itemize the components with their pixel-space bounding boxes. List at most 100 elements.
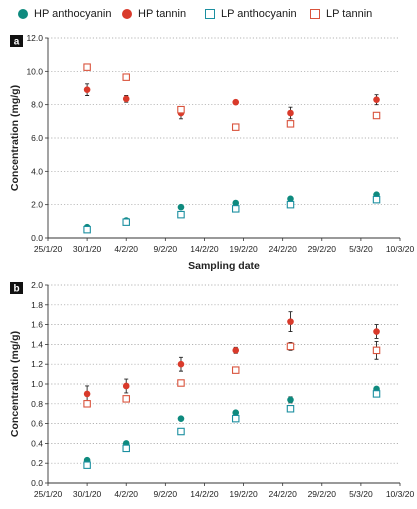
pa-point-lp-anthocyanin	[122, 218, 130, 226]
pb-point-hp-tannin	[232, 347, 240, 354]
pa-xtick-label: 24/2/20	[268, 244, 297, 254]
pa-ytick-label: 12.0	[26, 33, 43, 43]
legend-item-lp-tannin: LP tannin	[310, 8, 372, 20]
pa-y-axis-label: Concentration (mg/g)	[9, 85, 21, 191]
pb-xtick-label: 24/2/20	[268, 489, 297, 499]
pb-xtick-label: 10/3/20	[386, 489, 415, 499]
legend-item-hp-anthocyanin: HP anthocyanin	[18, 8, 111, 20]
pa-ytick-label: 2.0	[31, 200, 43, 210]
pa-point-lp-anthocyanin	[286, 200, 295, 209]
pb-xtick-label: 4/2/20	[114, 489, 138, 499]
pb-xtick-label: 5/3/20	[349, 489, 373, 499]
panel-label-a: a	[14, 37, 20, 48]
pb-xtick-label: 19/2/20	[229, 489, 258, 499]
pa-point-hp-tannin	[122, 95, 130, 103]
pb-point-lp-tannin	[372, 346, 381, 355]
pb-point-hp-tannin	[83, 390, 91, 398]
pa-point-lp-tannin	[122, 73, 130, 81]
pa-point-lp-anthocyanin	[372, 195, 381, 204]
legend: HP anthocyanin HP tannin LP anthocyanin …	[0, 0, 417, 30]
legend-marker-lp-anthocyanin	[205, 9, 215, 19]
pa-point-hp-tannin	[232, 98, 240, 106]
pb-y-axis-label: Concentration (mg/g)	[9, 331, 21, 437]
panel-label-b: b	[13, 284, 19, 295]
pa-point-hp-tannin	[287, 109, 294, 117]
pb-xtick-label: 30/1/20	[73, 489, 102, 499]
pa-x-axis-label: Sampling date	[188, 260, 260, 272]
panel-label-box-a	[10, 35, 23, 47]
pa-ytick-label: 0.0	[31, 233, 43, 243]
pb-point-lp-anthocyanin	[231, 414, 240, 423]
legend-label-lp-tannin: LP tannin	[326, 8, 373, 20]
pa-point-lp-anthocyanin	[83, 225, 91, 234]
panel-label-box-b	[10, 282, 23, 294]
pb-ytick-label: 0.6	[31, 419, 43, 429]
legend-marker-hp-anthocyanin	[18, 9, 28, 19]
pb-ytick-label: 2.0	[31, 280, 43, 290]
pa-xtick-label: 9/2/20	[154, 244, 178, 254]
chart-panel-b: b 0.0 0.2 0.4 0.6 0.8 1.0 1.2 1.4 1.6 1.8 2.0 25/1/2…	[9, 280, 415, 499]
pa-point-lp-tannin	[177, 105, 185, 114]
pa-point-lp-tannin	[372, 111, 381, 120]
pb-point-hp-anthocyanin	[232, 409, 240, 417]
pa-point-hp-anthocyanin	[177, 203, 185, 211]
pa-point-lp-anthocyanin	[231, 205, 240, 213]
pa-xtick-label: 14/2/20	[190, 244, 219, 254]
pa-point-lp-tannin	[231, 123, 240, 131]
legend-marker-lp-tannin	[310, 9, 320, 19]
pb-point-hp-anthocyanin	[287, 396, 294, 404]
pa-ytick-label: 10.0	[26, 66, 43, 76]
pb-point-lp-tannin	[286, 342, 295, 351]
pa-xtick-label: 19/2/20	[229, 244, 258, 254]
pb-xtick-label: 14/2/20	[190, 489, 219, 499]
pb-xtick-label: 29/2/20	[308, 489, 337, 499]
pb-point-lp-tannin	[83, 400, 91, 408]
pb-ytick-label: 1.8	[31, 300, 43, 310]
pa-point-hp-tannin	[83, 86, 91, 93]
pb-ytick-label: 1.6	[31, 320, 43, 330]
pa-ytick-label: 6.0	[31, 133, 43, 143]
pa-point-hp-anthocyanin	[287, 195, 294, 203]
pa-xtick-label: 4/2/20	[114, 244, 138, 254]
pb-point-hp-tannin	[373, 328, 380, 335]
pa-xtick-label: 30/1/20	[73, 244, 102, 254]
pb-ytick-label: 0.8	[31, 399, 43, 409]
pb-xtick-label: 25/1/20	[34, 489, 63, 499]
pb-point-hp-anthocyanin	[177, 415, 185, 422]
pa-point-hp-tannin	[373, 96, 380, 103]
pa-point-lp-tannin	[286, 120, 295, 128]
legend-label-hp-tannin: HP tannin	[138, 8, 187, 20]
legend-marker-hp-tannin	[122, 9, 132, 19]
pb-point-lp-tannin	[231, 366, 240, 374]
pb-point-lp-tannin	[177, 379, 185, 387]
pb-point-lp-anthocyanin	[286, 405, 295, 413]
pb-ytick-label: 0.4	[31, 438, 43, 448]
pb-point-lp-anthocyanin	[177, 427, 185, 436]
pb-ytick-label: 1.0	[31, 379, 43, 389]
pb-ytick-label: 1.4	[31, 339, 43, 349]
pb-ytick-label: 0.2	[31, 458, 43, 468]
chart-panel-a: a 0.0 2.0 4.0 6.0 8.0 10.0 12.0 25/1/20 30/1/20 4/…	[9, 33, 415, 272]
pa-point-lp-anthocyanin	[177, 210, 185, 219]
pb-point-lp-anthocyanin	[372, 390, 381, 398]
legend-item-lp-anthocyanin: LP anthocyanin	[205, 8, 297, 20]
pa-xtick-label: 29/2/20	[308, 244, 337, 254]
pa-ytick-label: 8.0	[31, 100, 43, 110]
pb-point-lp-tannin	[122, 395, 130, 403]
legend-label-lp-anthocyanin: LP anthocyanin	[221, 8, 297, 20]
pa-xtick-label: 25/1/20	[34, 244, 63, 254]
legend-label-hp-anthocyanin: HP anthocyanin	[34, 8, 112, 20]
pb-ytick-label: 0.0	[31, 478, 43, 488]
pa-xtick-label: 10/3/20	[386, 244, 415, 254]
pb-point-hp-tannin	[177, 360, 185, 368]
pa-point-lp-tannin	[83, 63, 91, 71]
pb-point-lp-anthocyanin	[83, 461, 91, 469]
pa-ytick-label: 4.0	[31, 166, 43, 176]
pb-point-lp-anthocyanin	[122, 444, 130, 453]
pa-point-hp-anthocyanin	[232, 199, 240, 207]
pb-xtick-label: 9/2/20	[154, 489, 178, 499]
pa-xtick-label: 5/3/20	[349, 244, 373, 254]
pb-point-hp-tannin	[122, 382, 130, 390]
legend-item-hp-tannin: HP tannin	[122, 8, 186, 20]
pb-ytick-label: 1.2	[31, 359, 43, 369]
